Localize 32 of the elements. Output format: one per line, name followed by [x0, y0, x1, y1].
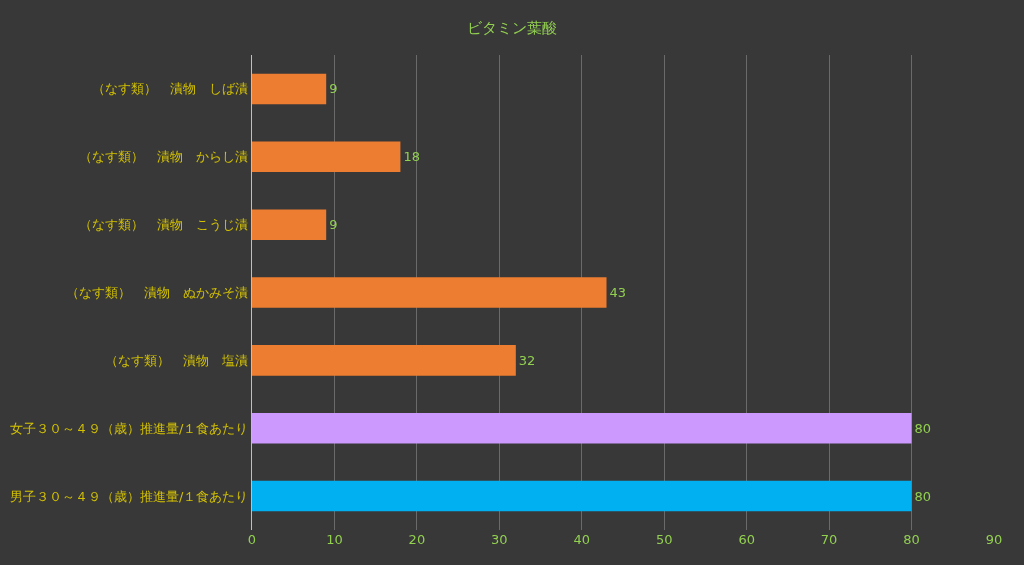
data-label: 43 [609, 285, 627, 300]
data-label: 80 [914, 488, 932, 504]
bar [252, 412, 912, 444]
y-tick-label: （なす類） 漬物 ぬかみそ漬 [66, 285, 249, 301]
data-label: 80 [914, 420, 932, 436]
data-label: 9 [329, 217, 338, 233]
y-tick-label: （なす類） 漬物 こうじ漬 [79, 217, 249, 233]
y-tick-label: 男子３０～４９（歳）推進量/１食あたり [10, 488, 249, 504]
x-tick-label: 50 [655, 532, 673, 547]
bar [252, 345, 516, 376]
x-tick-label: 80 [903, 532, 920, 547]
x-tick-label: 0 [247, 532, 257, 547]
x-tick-label: 10 [326, 532, 343, 547]
data-label: 32 [518, 352, 536, 368]
x-tick-label: 30 [491, 532, 508, 547]
x-tick-label: 90 [985, 532, 1003, 547]
y-tick-label: （なす類） 漬物 塩漬 [105, 352, 249, 368]
x-tick-label: 60 [738, 532, 755, 547]
bar [252, 480, 912, 512]
bar [252, 73, 327, 105]
chart-title: ビタミン葉酸 [467, 19, 557, 38]
y-tick-label: （なす類） 漬物 しば漬 [92, 81, 249, 97]
bar [252, 277, 607, 308]
data-label: 9 [329, 81, 338, 97]
bar [252, 141, 401, 173]
data-label: 18 [403, 149, 420, 165]
y-tick-label: （なす類） 漬物 からし漬 [79, 149, 249, 165]
x-tick-label: 20 [408, 532, 426, 547]
x-tick-label: 40 [573, 532, 591, 547]
y-tick-label: 女子３０～４９（歳）推進量/１食あたり [10, 420, 249, 436]
x-tick-label: 70 [820, 532, 838, 547]
bar [252, 209, 327, 240]
